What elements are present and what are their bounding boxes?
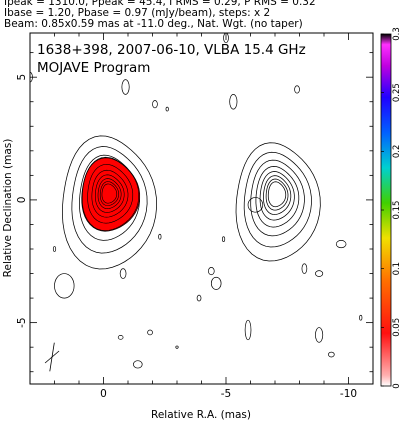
noise-contour (133, 360, 143, 369)
colorbar-tick-label: 0.05 (392, 318, 402, 337)
colorbar-tick-labels: 0 0.05 0.1 0.15 0.2 0.25 0.3 (392, 27, 402, 388)
core-contour (87, 164, 134, 224)
colorbar-tick-label: 0.2 (392, 145, 402, 159)
noise-contour (335, 240, 347, 249)
noise-contour (359, 314, 363, 321)
beam-minor-axis (44, 350, 60, 364)
noise-contour (301, 263, 308, 274)
colorbar-tick-label: 0.3 (392, 27, 402, 41)
noise-contour (315, 270, 324, 277)
colorbar-tick-label: 0 (392, 383, 402, 388)
core-contour (91, 169, 129, 218)
y-tick-label: -5 (16, 317, 28, 327)
core-contour (101, 183, 118, 204)
contour-level (243, 151, 312, 248)
x-tick-labels: 0 -5 -10 (100, 388, 357, 400)
core-fill (81, 157, 141, 232)
noise-contour (294, 85, 300, 94)
contour-layer (62, 135, 321, 270)
header-line-1: Ipeak = 1310.0, Ppeak = 45.4, I RMS = 0.… (4, 0, 316, 8)
beam-ellipse (44, 342, 60, 372)
noise-contour (244, 319, 252, 341)
contour-level (259, 171, 295, 221)
contour-level (62, 135, 158, 270)
noise-contour (119, 268, 127, 279)
chart-title: 1638+398, 2007-06-10, VLBA 15.4 GHz (37, 42, 306, 58)
core-contour (81, 156, 140, 231)
core-contour (94, 174, 125, 213)
noise-contours (30, 33, 363, 369)
contour-level (79, 154, 140, 241)
colorbar-tick-label: 0.25 (392, 83, 402, 102)
header-line-2: Ibase = 1.20, Pbase = 0.97 (mJy/beam), s… (4, 7, 271, 19)
y-axis-label: Relative Declination (mas) (2, 139, 14, 278)
noise-contour (328, 351, 335, 358)
noise-contour (52, 246, 57, 252)
header-line-3: Beam: 0.85x0.59 mas at -11.0 deg., Nat. … (4, 18, 303, 30)
noise-contour (223, 33, 229, 44)
x-tick-label: -5 (221, 388, 231, 400)
contour-level (255, 166, 300, 228)
noise-contour (208, 267, 215, 276)
noise-contour (175, 345, 179, 349)
noise-contour (54, 273, 75, 299)
y-tick-label: 5 (16, 74, 28, 81)
y-tick-label: 0 (16, 197, 28, 204)
noise-contour (147, 329, 153, 336)
noise-contour (229, 94, 238, 110)
contour-level (267, 181, 287, 208)
noise-contour (247, 197, 264, 213)
contour-level (265, 178, 289, 211)
noise-contour (315, 327, 324, 343)
plot-area (30, 33, 363, 372)
core-contour (97, 178, 122, 209)
x-tick-label: -10 (340, 388, 357, 400)
noise-contour (152, 100, 158, 109)
noise-contour (117, 335, 124, 340)
y-tick-labels: 5 0 -5 (16, 74, 28, 328)
noise-contour (30, 71, 33, 83)
noise-contour (210, 276, 222, 290)
colorbar-tick-label: 0.15 (392, 201, 402, 220)
noise-contour (196, 294, 202, 302)
tick-marks (29, 33, 374, 384)
noise-contour (221, 236, 226, 242)
contour-level (263, 175, 292, 215)
x-tick-label: 0 (100, 388, 107, 400)
contour-level (250, 159, 305, 237)
x-axis-label: Relative R.A. (mas) (151, 409, 251, 421)
contour-level (71, 146, 148, 254)
contour-level (235, 142, 321, 262)
core-contour (99, 181, 120, 206)
plot-frame (29, 32, 374, 385)
colorbar-ticks (381, 33, 384, 387)
chart-subtitle: MOJAVE Program (37, 60, 150, 76)
noise-contour (158, 233, 162, 240)
colorbar-tick-label: 0.1 (392, 262, 402, 276)
noise-contour (121, 79, 130, 95)
noise-contour (165, 106, 169, 112)
